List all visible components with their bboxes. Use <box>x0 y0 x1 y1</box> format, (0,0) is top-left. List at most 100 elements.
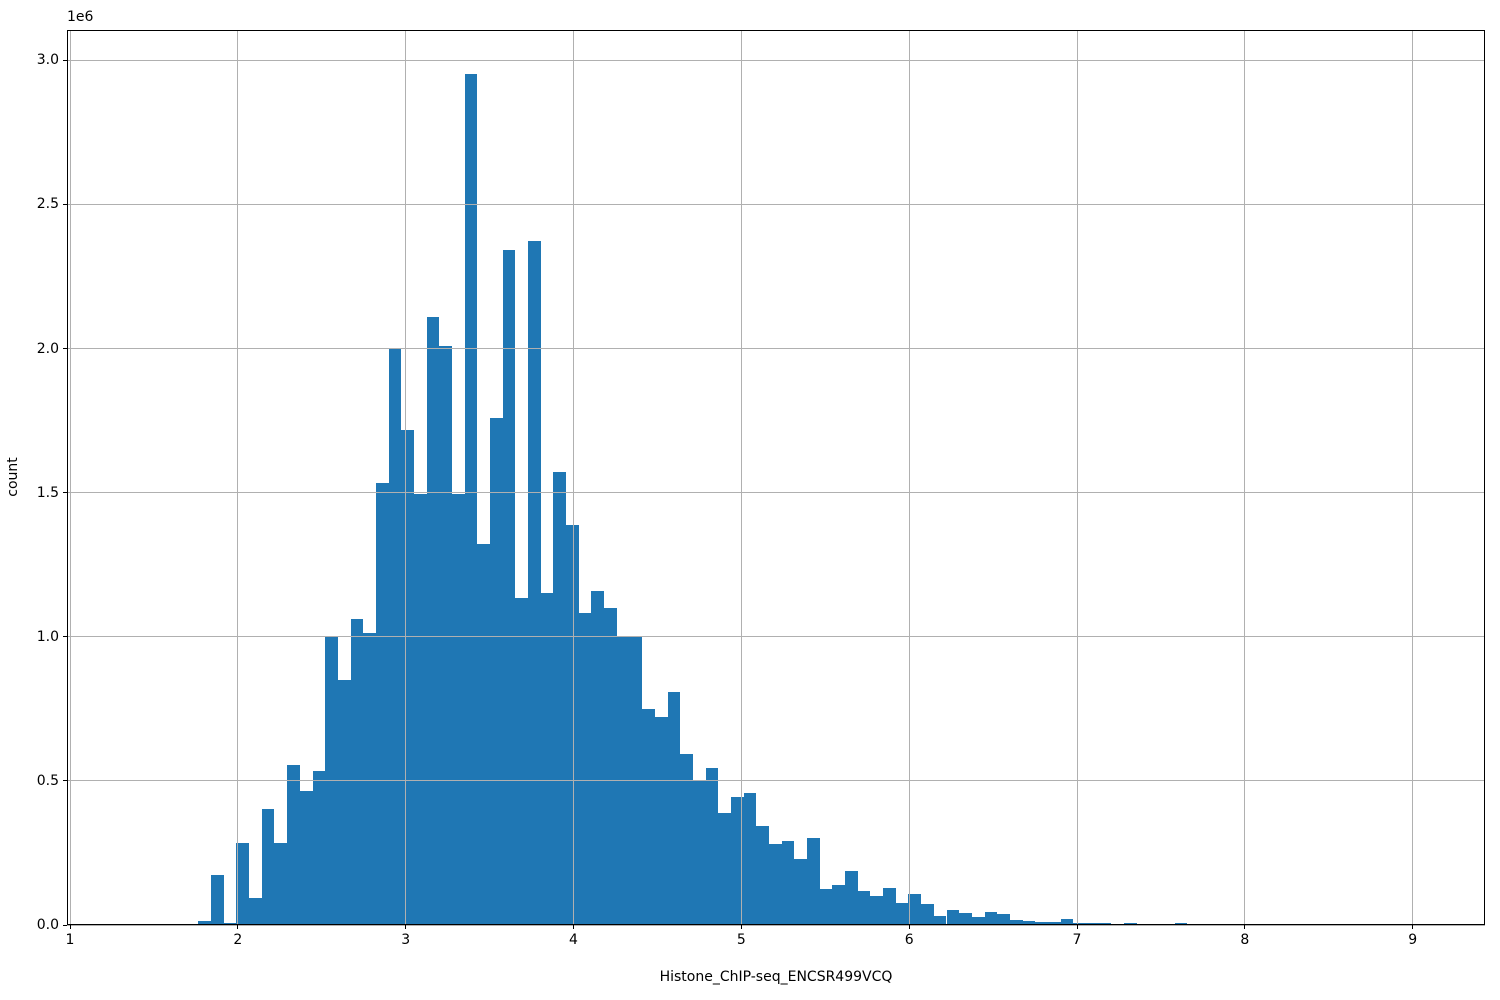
y-tick-label: 1.0 <box>36 628 59 645</box>
x-tick-label: 9 <box>1408 932 1418 948</box>
histogram-bar <box>933 916 947 925</box>
histogram-bar <box>921 904 934 925</box>
y-gridline <box>67 924 1485 926</box>
x-gridline <box>237 30 239 925</box>
x-axis-label: Histone_ChIP-seq_ENCSR499VCQ <box>659 969 893 985</box>
histogram-bar <box>705 768 719 925</box>
histogram-bar <box>971 917 985 925</box>
plot-area: 1 2 3 4 5 6 7 8 9 0.0 0.5 1.0 1.5 2.0 2.5 3.0 <box>37 30 1485 948</box>
x-gridline <box>908 30 910 925</box>
y-gridline <box>67 780 1485 782</box>
x-tick-mark <box>69 925 71 929</box>
histogram-bar <box>895 903 909 925</box>
y-gridline <box>67 59 1485 61</box>
histogram-bar <box>274 843 288 925</box>
y-tick-label: 3.0 <box>36 52 59 69</box>
x-gridline <box>1244 30 1246 925</box>
x-tick-label: 3 <box>401 932 411 948</box>
histogram-bar <box>540 592 554 925</box>
histogram-bar <box>654 716 668 925</box>
histogram-bar <box>452 494 465 925</box>
histogram-bar <box>566 525 579 925</box>
histogram-bar <box>591 591 605 925</box>
y-gridline <box>67 492 1485 494</box>
x-tick-label: 1 <box>65 932 75 948</box>
histogram-bar <box>236 843 250 925</box>
histogram-bar <box>363 633 376 925</box>
y-tick-mark <box>63 780 67 782</box>
x-tick-mark <box>908 925 910 929</box>
histogram-bar <box>502 250 516 925</box>
x-gridline <box>573 30 574 925</box>
axes-frame <box>67 30 1485 925</box>
histogram-bar <box>908 894 922 925</box>
y-tick-label: 0.5 <box>36 772 59 789</box>
histogram-bar <box>984 911 998 925</box>
histogram-bar <box>515 598 529 925</box>
y-tick-mark <box>63 492 67 494</box>
histogram-bar <box>781 841 795 925</box>
histogram-bar <box>807 838 820 925</box>
x-tick-label: 6 <box>904 932 914 948</box>
histogram-bar <box>997 914 1010 925</box>
y-tick-label: 2.5 <box>36 196 59 213</box>
histogram-bar <box>1073 922 1086 925</box>
y-tick-mark <box>63 348 67 349</box>
histogram-bar <box>718 813 731 925</box>
x-tick-mark <box>405 925 407 929</box>
x-gridline <box>1076 30 1078 925</box>
histogram-bar <box>477 544 491 925</box>
histogram-bar <box>1022 920 1036 925</box>
histogram-bar <box>464 73 478 925</box>
histogram-bar <box>299 790 313 925</box>
histogram-bar <box>1047 922 1061 925</box>
y-gridline <box>67 203 1485 205</box>
histogram-bar <box>198 921 212 925</box>
histogram-bar <box>845 871 858 925</box>
y-tick-label: 2.0 <box>36 340 59 357</box>
x-tick-mark <box>573 925 574 929</box>
histogram-bar <box>1085 922 1099 925</box>
histogram-bar <box>768 844 782 925</box>
histogram-bar <box>375 482 389 925</box>
histogram-bar <box>883 888 896 925</box>
x-tick-mark <box>1412 925 1414 929</box>
histogram-bar <box>730 796 744 925</box>
histogram-bar <box>350 619 364 925</box>
histogram-bar <box>312 771 326 925</box>
x-tick-label: 5 <box>736 932 746 948</box>
x-gridline <box>740 30 742 925</box>
y-gridline <box>67 636 1485 638</box>
x-gridline <box>405 30 407 925</box>
y-tick-mark <box>63 924 67 926</box>
histogram-bar <box>743 793 757 925</box>
histogram-bar <box>604 607 617 925</box>
histogram-bar <box>553 472 567 925</box>
histogram-bar <box>832 884 846 925</box>
y-tick-mark <box>63 636 67 638</box>
x-tick-label: 7 <box>1072 932 1082 948</box>
histogram-bar <box>401 429 414 925</box>
histogram-bar <box>756 826 769 925</box>
x-tick-mark <box>740 925 742 929</box>
histogram-bar <box>667 691 681 925</box>
histogram-bar <box>857 891 871 925</box>
histogram-bar <box>642 709 655 925</box>
y-tick-mark <box>63 203 67 205</box>
y-tick-label: 1.5 <box>36 484 59 501</box>
histogram-bar <box>870 895 884 925</box>
histogram-bar <box>413 494 427 925</box>
x-tick-mark <box>1244 925 1246 929</box>
x-gridline <box>69 30 71 925</box>
histogram-bar <box>1035 922 1048 925</box>
histogram-bar <box>287 765 300 925</box>
histogram-bar <box>249 898 262 925</box>
histogram-bar <box>959 912 972 925</box>
histogram-bar <box>439 345 452 925</box>
histogram-bar <box>1060 918 1074 925</box>
histogram-bar <box>794 859 808 925</box>
histogram-bar <box>578 613 592 925</box>
x-gridline <box>1412 30 1414 925</box>
x-tick-mark <box>237 925 239 929</box>
